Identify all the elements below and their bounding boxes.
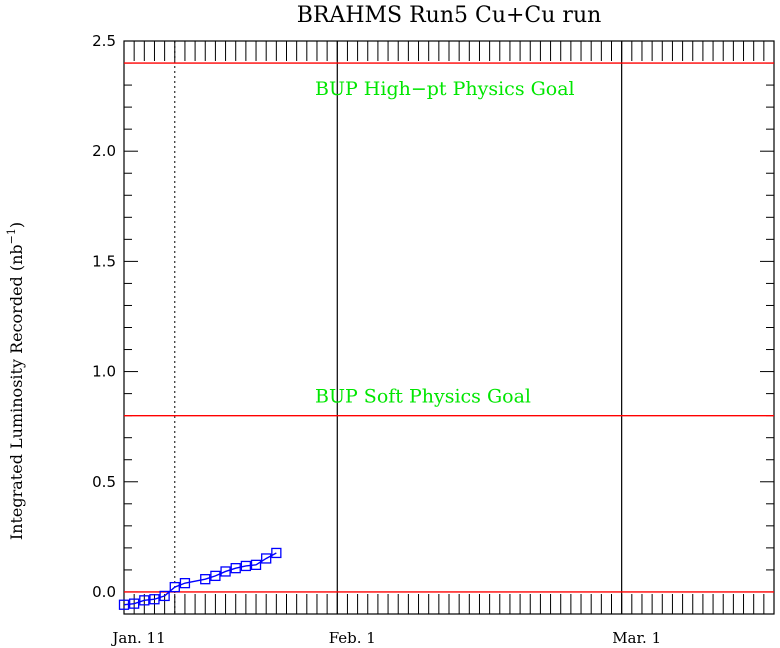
data-point-square xyxy=(240,560,252,572)
data-point-square xyxy=(230,563,241,574)
chart-title: BRAHMS Run5 Cu+Cu run xyxy=(297,3,602,28)
data-point-square xyxy=(220,566,231,577)
data-point-square xyxy=(169,581,180,593)
y-axis-label-main: Integrated Luminosity Recorded (nb xyxy=(7,244,26,540)
x-tick-label: Feb. 1 xyxy=(329,629,376,647)
data-point-square xyxy=(200,574,211,585)
data-point-square xyxy=(129,598,140,609)
y-axis-label-close: ) xyxy=(7,222,26,228)
goal-label: BUP High−pt Physics Goal xyxy=(315,78,575,100)
data-point-square xyxy=(271,547,282,559)
y-tick-label: 1.0 xyxy=(92,363,116,381)
data-point-square xyxy=(210,570,221,582)
data-point-square xyxy=(159,590,170,602)
x-tick-label: Mar. 1 xyxy=(612,629,661,647)
plot-area: 0.0 0.5 1.0 1.5 2.0 2.5 Jan. 11 Feb. 1 Mar. 1 BUP… xyxy=(92,32,775,647)
series-line xyxy=(123,552,277,606)
y-tick-label: 1.5 xyxy=(92,252,116,270)
y-tick-label: 2.0 xyxy=(92,142,116,160)
data-point-square xyxy=(179,577,191,589)
y-axis-label-superscript: −1 xyxy=(5,228,18,244)
data-point-square xyxy=(118,599,130,610)
plot-frame xyxy=(123,40,775,615)
y-tick-label: 0.0 xyxy=(92,583,116,601)
data-point-square xyxy=(149,594,160,605)
y-tick-label: 2.5 xyxy=(92,32,116,50)
goal-label: BUP Soft Physics Goal xyxy=(315,386,531,408)
data-point-square xyxy=(261,553,272,564)
y-axis-label: Integrated Luminosity Recorded (nb−1) xyxy=(5,222,26,540)
x-tick-label: Jan. 11 xyxy=(110,629,165,647)
data-point-square xyxy=(139,595,150,606)
data-point-square xyxy=(250,559,262,571)
y-tick-label: 0.5 xyxy=(92,473,116,491)
